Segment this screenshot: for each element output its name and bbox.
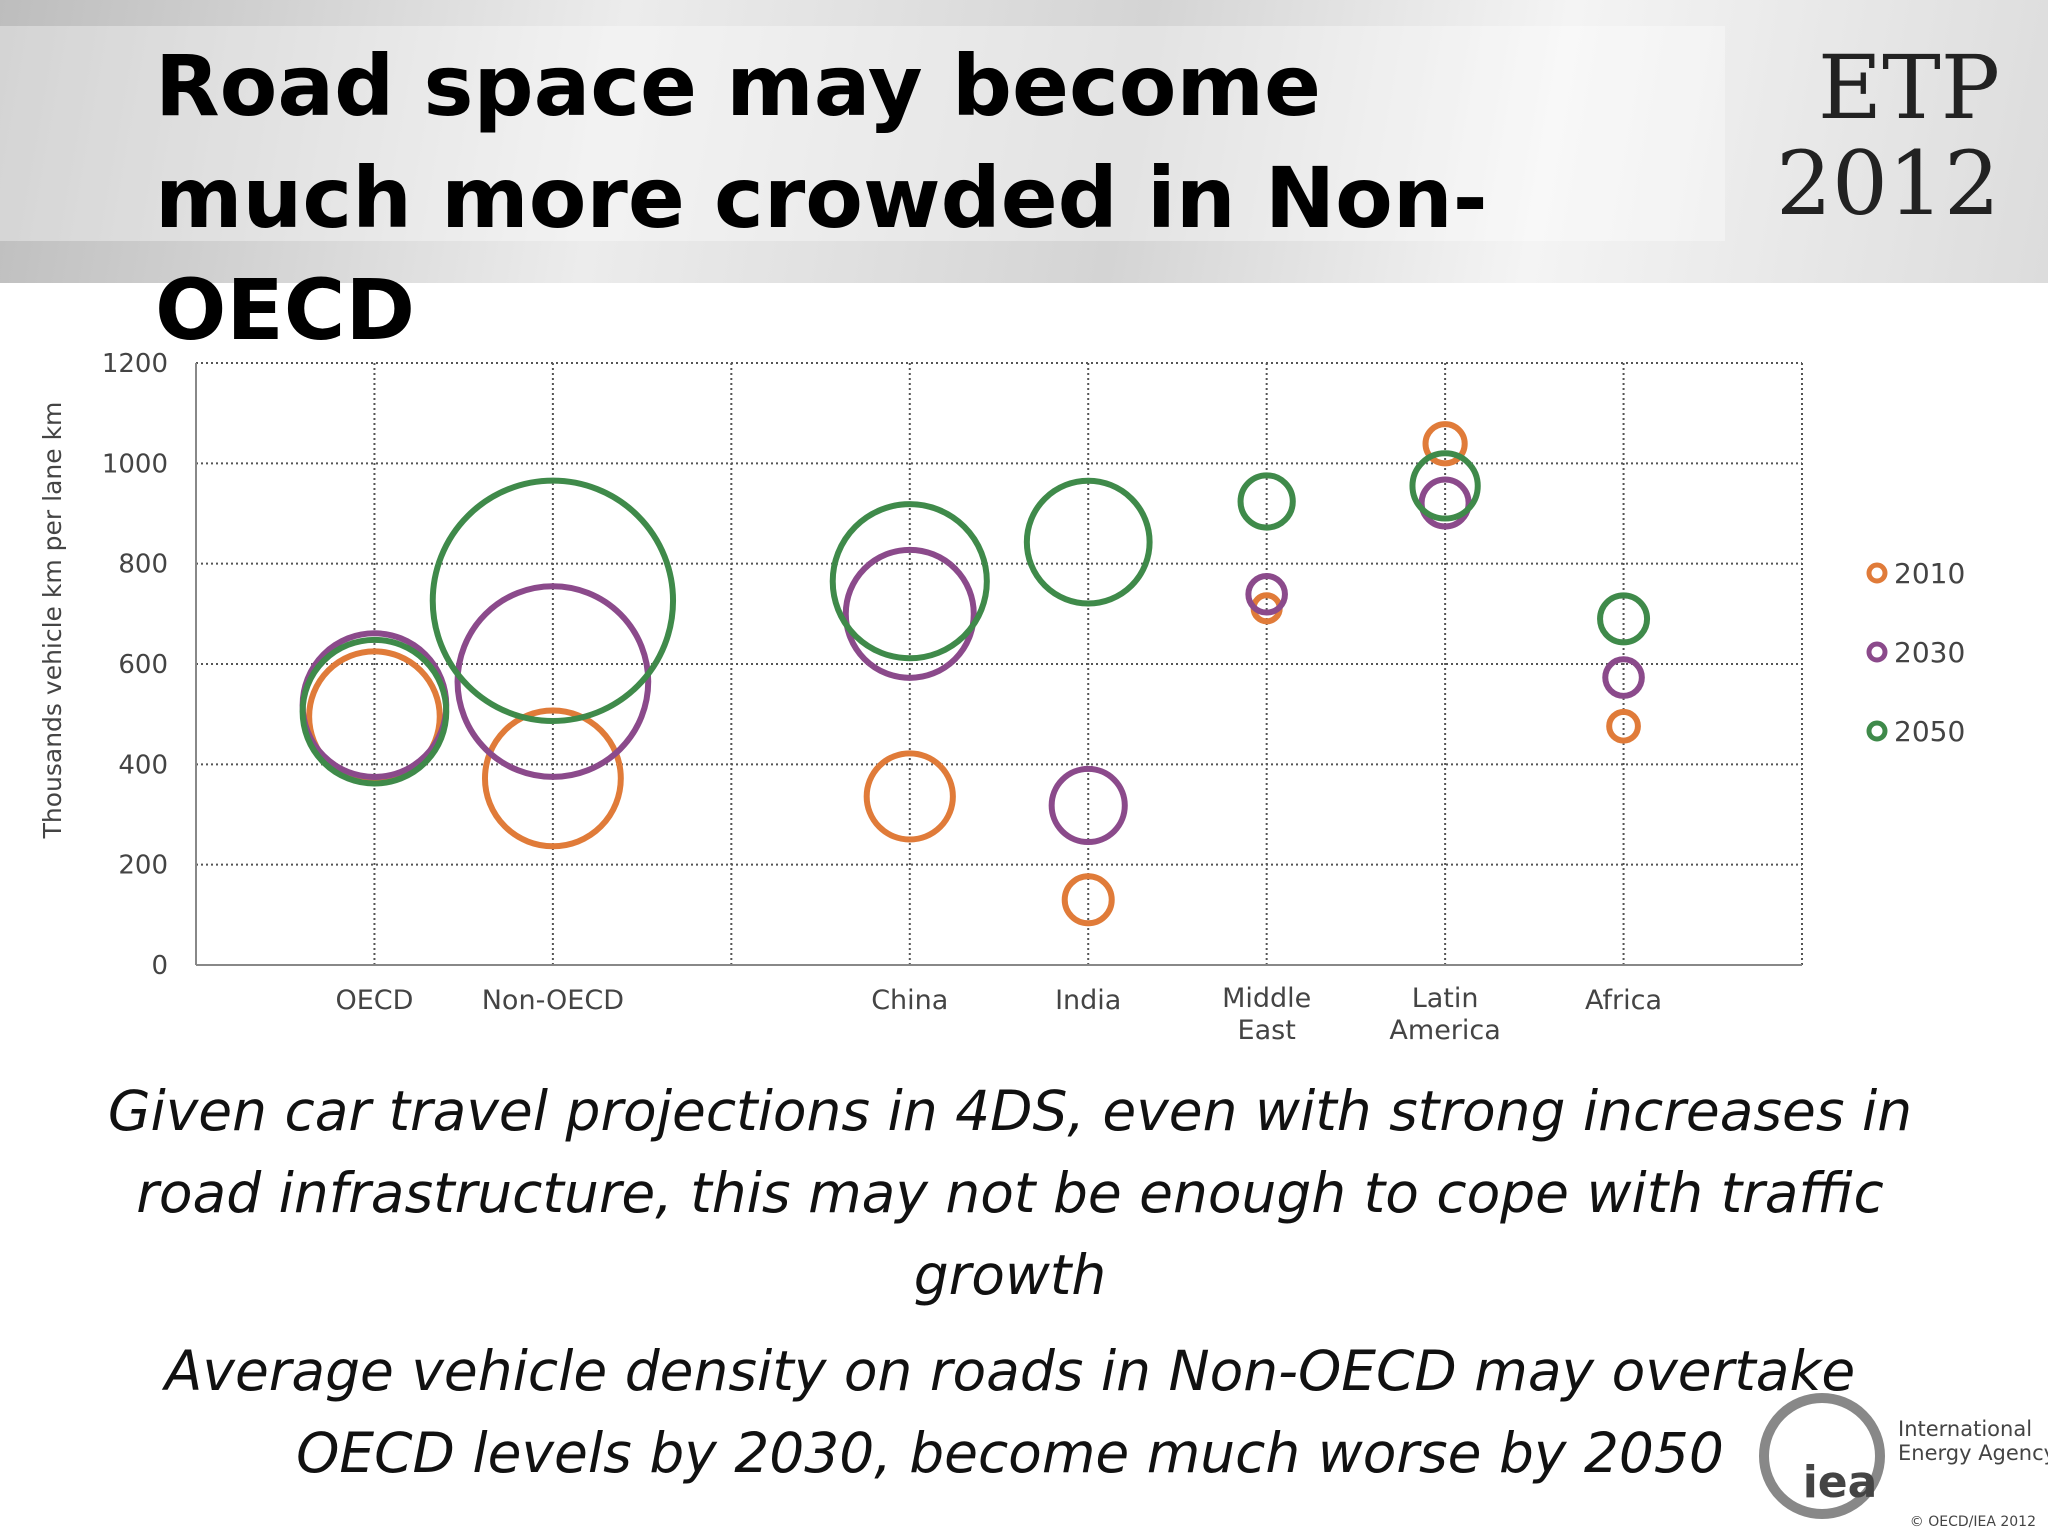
legend-label: 2010 [1894,557,1965,590]
y-tick-label: 400 [118,750,168,780]
note: Average vehicle density on roads in Non-… [164,1339,1856,1485]
logo-ring [1759,1393,1885,1519]
badge-text: ETP [1817,36,2000,139]
logo-text: iea [1803,1457,1878,1508]
legend-marker [1866,562,1888,584]
legend-label: 2050 [1894,715,1965,748]
bubble [1061,873,1115,927]
legend-marker [1866,720,1888,742]
x-tick-label: Middle East [1222,983,1311,1046]
bubble [1602,656,1645,699]
header: Road space may become much more crowded … [0,0,2048,359]
x-tick-label: Africa [1585,985,1662,1016]
bubble [1422,421,1468,467]
bubble [429,477,677,724]
bubble [1606,708,1641,744]
x-tick-label: India [1055,985,1121,1016]
bubble [454,583,652,780]
bubble [863,750,956,843]
x-tick-label: China [871,985,948,1016]
bubble [1409,450,1481,522]
bubble [842,546,977,681]
bubble [299,636,450,787]
bubble [1023,477,1153,607]
slide-title: Road space may become much more crowded … [155,37,1488,359]
x-tick-label: Non-OECD [482,985,624,1016]
y-axis-title: Thousands vehicle km per lane km [38,402,67,840]
bubble [1597,592,1651,646]
org-name: International [1898,1417,2032,1441]
bubble [481,707,624,850]
copyright: © OECD/IEA 2012 [1910,1514,2036,1530]
y-tick-label: 1200 [102,349,168,379]
title-panel [0,26,1725,241]
bubble [829,501,990,662]
badge-text: 2012 [1776,132,2000,235]
legend-label: 2030 [1894,636,1965,669]
notes: Given car travel projections in 4DS, eve… [100,1070,1920,1508]
note: Given car travel projections in 4DS, eve… [107,1079,1913,1307]
bubble [1048,765,1128,846]
x-tick-label: OECD [335,985,413,1016]
y-tick-label: 1000 [102,449,168,479]
x-tick-label: Latin America [1389,983,1500,1046]
y-tick-label: 800 [118,550,168,580]
org-name: Energy Agency [1898,1441,2048,1465]
y-tick-label: 200 [118,851,168,881]
y-tick-label: 0 [151,951,168,981]
legend-marker [1866,641,1888,663]
bubble [1418,476,1472,530]
y-tick-label: 600 [118,650,168,680]
bubble [1245,572,1288,616]
bubble [1237,472,1296,531]
